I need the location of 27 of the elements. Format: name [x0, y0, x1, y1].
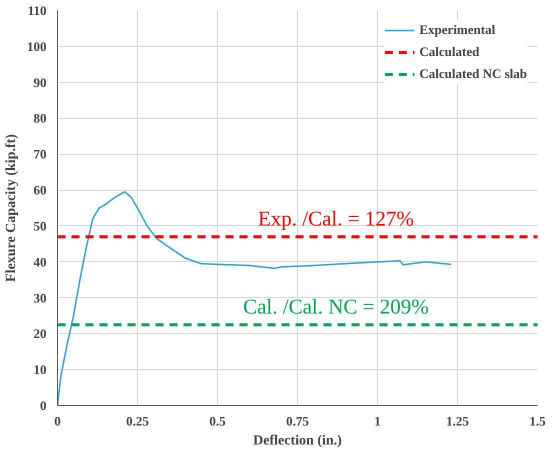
x-tick-label: 0.25 [126, 414, 150, 428]
x-axis-title: Deflection (in.) [253, 434, 342, 448]
y-tick-label: 80 [34, 110, 46, 126]
legend-label: Calculated NC slab [419, 66, 527, 82]
y-tick-label: 0 [40, 398, 46, 413]
line-series [58, 191, 452, 406]
y-tick-label: 50 [34, 218, 46, 234]
x-tick-label: 0.5 [209, 414, 226, 428]
y-tick-label: 30 [34, 290, 46, 306]
y-tick-label: 90 [34, 74, 46, 90]
y-tick-label: 100 [27, 38, 46, 54]
y-tick-label: 10 [34, 362, 46, 378]
x-tick-label: 1.5 [529, 414, 546, 428]
x-tick-label: 0 [54, 414, 61, 428]
x-tick-label: 1 [374, 414, 381, 428]
legend-label: Calculated [419, 44, 480, 60]
y-axis-title: Flexure Capacity (kip.ft) [4, 134, 19, 282]
y-tick-label: 20 [34, 326, 46, 342]
annotation: Cal. /Cal. NC = 209% [243, 294, 429, 319]
y-tick-label: 60 [34, 182, 46, 198]
y-tick-label: 70 [34, 146, 46, 162]
y-tick-label: 40 [34, 254, 46, 270]
x-tick-label: 1.25 [446, 414, 470, 428]
x-tick-label: 0.75 [286, 414, 310, 428]
y-tick-label: 110 [28, 3, 47, 18]
legend-label: Experimental [419, 22, 496, 38]
annotation: Exp. /Cal. = 127% [258, 206, 414, 231]
